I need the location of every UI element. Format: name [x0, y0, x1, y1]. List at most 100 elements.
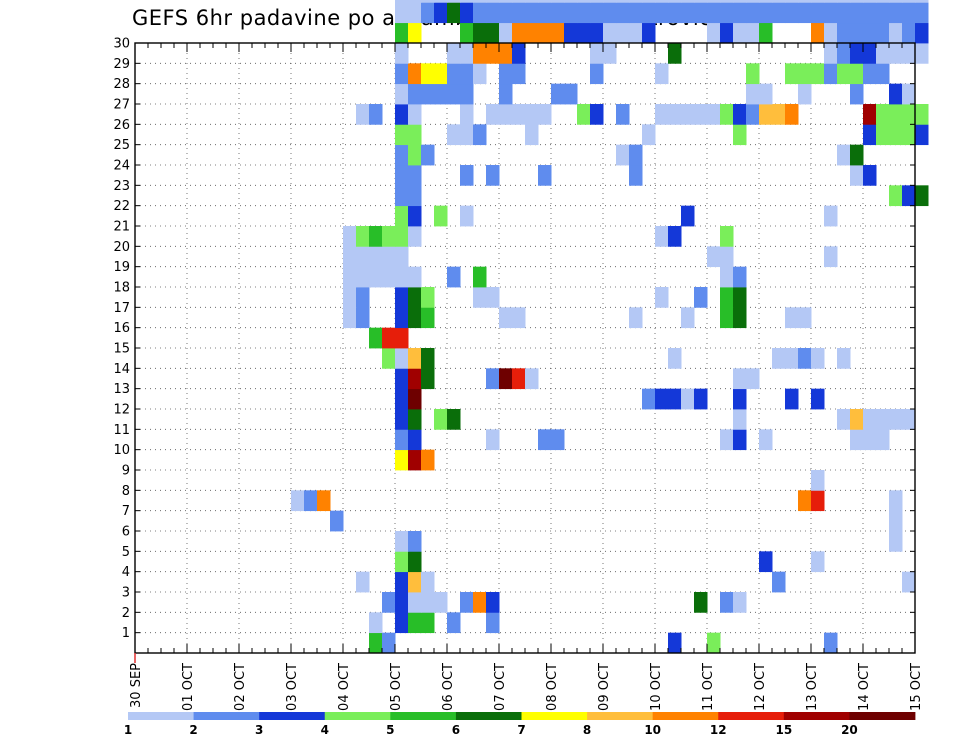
heatmap-cell [642, 124, 656, 146]
y-tick-label: 27 [113, 98, 130, 113]
colorbar-label: 4 [321, 723, 329, 737]
y-tick-label: 30 [113, 37, 130, 52]
heatmap-cell [681, 388, 695, 410]
heatmap-cell [473, 287, 487, 308]
heatmap-cell [486, 287, 500, 308]
heatmap-cell [850, 63, 864, 85]
heatmap-cell [421, 348, 435, 369]
y-tick-label: 14 [113, 362, 130, 377]
y-tick-label: 18 [113, 281, 130, 296]
heatmap-cell [499, 2, 513, 24]
heatmap-cell [499, 307, 513, 329]
heatmap-cell [876, 429, 890, 451]
heatmap-cell [525, 124, 539, 146]
x-tick-label: 03 OCT [285, 663, 300, 711]
heatmap-cell [759, 0, 773, 3]
heatmap-cell [889, 185, 903, 207]
y-tick-label: 8 [122, 484, 130, 499]
y-tick-label: 28 [113, 77, 130, 92]
heatmap-cell [551, 2, 565, 24]
heatmap-cell [408, 409, 422, 430]
heatmap-cell [590, 2, 604, 24]
heatmap-cell [460, 0, 474, 3]
x-tick-label: 04 OCT [337, 663, 352, 711]
heatmap-cell [395, 22, 409, 44]
heatmap-cell [395, 307, 409, 329]
y-tick-label: 10 [113, 443, 130, 458]
heatmap-cell [499, 368, 513, 390]
heatmap-cell [473, 22, 487, 44]
y-tick-label: 6 [122, 525, 130, 540]
heatmap-cell [850, 165, 864, 186]
heatmap-cell [395, 83, 409, 105]
heatmap-cell [811, 0, 825, 3]
heatmap-cell [902, 83, 916, 105]
colorbar-label: 10 [644, 723, 661, 737]
heatmap-cell [564, 0, 578, 3]
heatmap-cell [499, 104, 513, 125]
heatmap-cell [486, 429, 500, 451]
heatmap-cell [915, 185, 929, 207]
heatmap-cell [668, 348, 682, 369]
heatmap-cell [824, 632, 838, 654]
heatmap-cell [746, 368, 760, 390]
heatmap-cell [785, 348, 799, 369]
x-tick-label: 14 OCT [857, 663, 872, 711]
heatmap-cell [356, 287, 370, 308]
colorbar-label: 3 [255, 723, 263, 737]
heatmap-cell [408, 205, 422, 227]
heatmap-cell [577, 104, 591, 125]
heatmap-cell [889, 490, 903, 512]
heatmap-cell [590, 22, 604, 44]
heatmap-cell [889, 83, 903, 105]
heatmap-cell [837, 144, 851, 166]
colorbar-label: 15 [775, 723, 792, 737]
heatmap-cell [551, 0, 565, 3]
colorbar-swatch [390, 712, 457, 720]
heatmap-cell [733, 124, 747, 146]
y-tick-label: 29 [113, 57, 130, 72]
heatmap-cell [395, 592, 409, 613]
heatmap-cell [746, 2, 760, 24]
heatmap-cell [382, 348, 396, 369]
heatmap-cell [759, 2, 773, 24]
heatmap-cell [629, 22, 643, 44]
y-tick-label: 4 [122, 565, 130, 580]
heatmap-cell [876, 0, 890, 3]
heatmap-cell [863, 124, 877, 146]
heatmap-cell [772, 2, 786, 24]
heatmap-cell [837, 22, 851, 44]
heatmap-cell [408, 287, 422, 308]
heatmap-cell [668, 104, 682, 125]
heatmap-cell [421, 2, 435, 24]
heatmap-cell [382, 327, 396, 349]
heatmap-cell [668, 632, 682, 654]
heatmap-cell [343, 246, 357, 268]
heatmap-cell [668, 388, 682, 410]
colorbar-label: 6 [452, 723, 460, 737]
heatmap-cell [343, 307, 357, 329]
heatmap-cell [811, 348, 825, 369]
heatmap-cell [746, 22, 760, 44]
heatmap-cell [486, 2, 500, 24]
heatmap-cell [694, 104, 708, 125]
heatmap-cell [681, 0, 695, 3]
y-tick-label: 21 [113, 220, 130, 235]
heatmap-cell [811, 2, 825, 24]
heatmap-cell [746, 83, 760, 105]
heatmap-cell [460, 592, 474, 613]
heatmap-cell [798, 0, 812, 3]
heatmap-cell [486, 368, 500, 390]
heatmap-cell [785, 63, 799, 85]
heatmap-cell [408, 449, 422, 471]
heatmap-cell [408, 63, 422, 85]
heatmap-cell [655, 104, 669, 125]
colorbar-swatch [455, 712, 522, 720]
heatmap-cell [408, 22, 422, 44]
heatmap-cell [603, 22, 617, 44]
y-tick-label: 5 [122, 545, 130, 560]
heatmap-cell [720, 2, 734, 24]
heatmap-cell [694, 2, 708, 24]
heatmap-cell [772, 348, 786, 369]
heatmap-cell [330, 510, 344, 532]
